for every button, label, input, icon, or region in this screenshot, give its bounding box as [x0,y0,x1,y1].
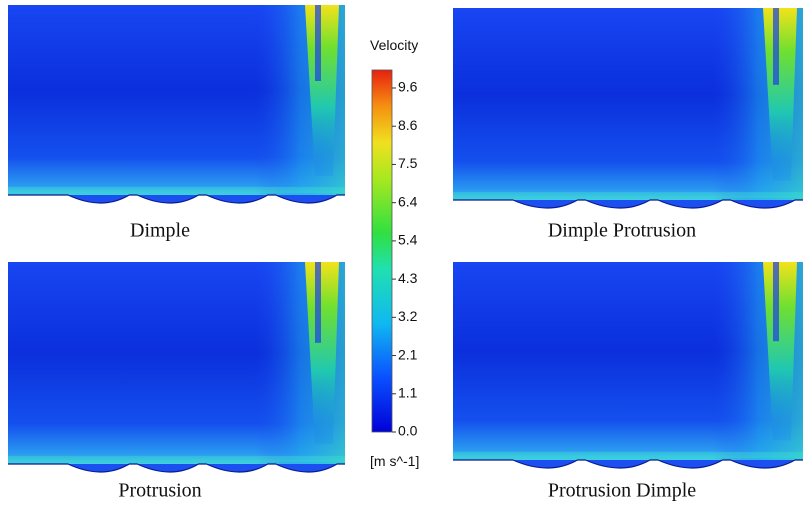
colorbar-tick-label: 2.1 [398,346,418,362]
colorbar-tick-label: 1.1 [398,384,418,400]
wall-shape [453,460,803,468]
colorbar-tick-label: 3.2 [398,308,418,324]
near-wall-layer [453,452,803,458]
panel-label: Dimple [130,220,190,242]
colorbar-tick-label: 5.4 [398,232,418,248]
jet-core [773,262,779,342]
wall-line [453,199,803,209]
jet-core [315,262,321,343]
wall-shape [453,200,803,208]
wall-line [453,459,803,469]
jet-plume [305,5,339,176]
contour-panel [453,8,803,209]
jet-core [315,5,321,81]
panel-label: Protrusion Dimple [548,480,696,502]
jet-plume [763,8,797,181]
colorbar-tick-label: 8.6 [398,117,418,133]
jet-plume [305,262,339,444]
panel-label: Protrusion [118,480,201,502]
colorbar-unit: [m s^-1] [370,453,419,469]
colorbar-tick-label: 4.3 [398,270,418,286]
wall-line [8,463,345,473]
colorbar-tick-label: 6.4 [398,193,418,209]
near-wall-layer [8,187,345,193]
contour-panel [8,262,345,473]
colorbar-title: Velocity [370,37,418,53]
near-wall-layer [8,456,345,462]
jet-plume [763,262,797,441]
near-wall-layer [453,192,803,198]
panel-label: Dimple Protrusion [548,220,696,242]
jet-core [773,8,779,85]
colorbar-tick-label: 0.0 [398,423,418,439]
colorbar [371,69,393,433]
panels [8,5,803,473]
wall-shape [8,195,345,203]
contour-panel [8,5,345,204]
contour-panel [453,262,803,469]
wall-shape [8,464,345,472]
colorbar-tick-label: 7.5 [398,155,418,171]
colorbar-tick-label: 9.6 [398,79,418,95]
wall-line [8,194,345,204]
